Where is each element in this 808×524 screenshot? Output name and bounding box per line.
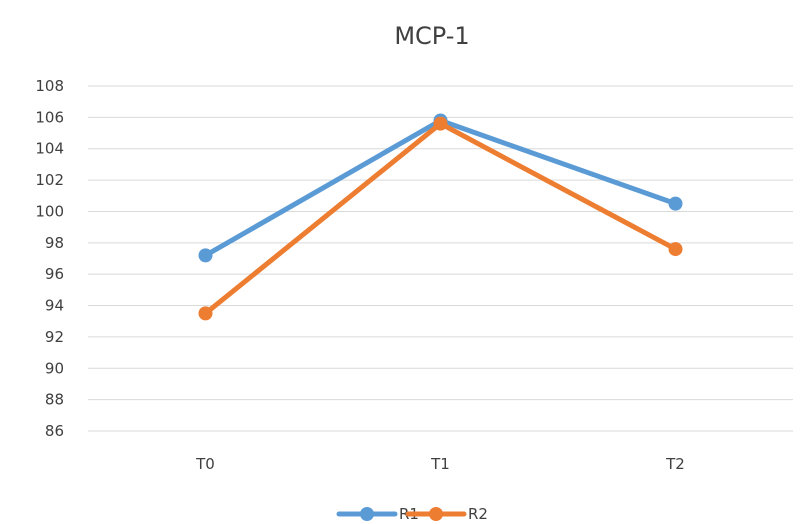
data-point-r1-t0 (198, 248, 213, 263)
y-tick-label-94: 94 (45, 297, 64, 315)
y-tick-label-96: 96 (45, 265, 64, 283)
x-axis-ticks: T0 T1 T2 (195, 455, 685, 473)
data-point-r2-t2 (668, 242, 683, 257)
y-tick-label-102: 102 (35, 171, 64, 189)
y-tick-label-106: 106 (35, 108, 64, 126)
series-lines (198, 113, 683, 321)
y-tick-label-88: 88 (45, 391, 64, 409)
y-tick-label-104: 104 (35, 140, 64, 158)
legend-marker-r1 (360, 507, 374, 521)
y-axis-ticks: 86 88 90 92 94 96 98 100 102 104 106 108 (35, 77, 64, 440)
x-tick-label-t2: T2 (665, 455, 685, 473)
chart-title: MCP-1 (394, 22, 469, 50)
data-point-r2-t0 (198, 306, 213, 321)
y-tick-label-86: 86 (45, 422, 64, 440)
y-tick-label-108: 108 (35, 77, 64, 95)
y-tick-label-98: 98 (45, 234, 64, 252)
y-tick-label-100: 100 (35, 202, 64, 220)
legend-label-r2: R2 (468, 505, 488, 523)
y-tick-label-92: 92 (45, 328, 64, 346)
y-tick-label-90: 90 (45, 359, 64, 377)
gridlines (88, 85, 793, 432)
data-point-r1-t2 (668, 196, 683, 211)
legend-marker-r2 (429, 507, 443, 521)
x-tick-label-t0: T0 (195, 455, 215, 473)
legend: R1R2 (336, 505, 488, 523)
x-tick-label-t1: T1 (430, 455, 450, 473)
data-point-r2-t1 (433, 116, 448, 131)
